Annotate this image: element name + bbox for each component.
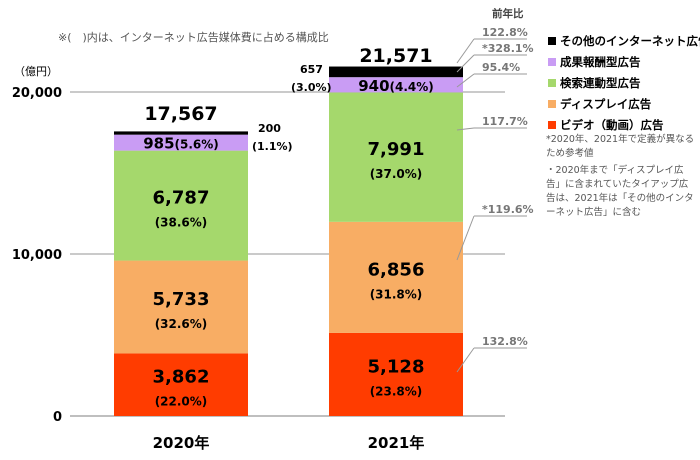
- legend-item-video: ビデオ（動画）広告: [548, 114, 700, 135]
- bar-display-2021: [329, 221, 463, 333]
- bar-value-label-video: 5,128: [368, 356, 425, 377]
- legend-item-search: 検索連動型広告: [548, 72, 700, 93]
- legend-item-performance: 成果報酬型広告: [548, 51, 700, 72]
- header-note: ※( )内は、インターネット広告媒体費に占める構成比: [58, 31, 329, 44]
- y-tick-label: 10,000: [12, 248, 62, 263]
- bar-video-2021: [329, 332, 463, 416]
- yoy-leader-performance: [456, 73, 475, 88]
- legend-label-performance: 成果報酬型広告: [560, 54, 641, 69]
- side-note-tieup: ・2020年まで「ディスプレイ広告」に含まれていたタイアップ広告は、2021年は…: [546, 164, 694, 219]
- legend-label-search: 検索連動型広告: [560, 75, 641, 90]
- bar-share-label-search: (37.0%): [370, 167, 423, 181]
- total-label-2020: 17,567: [144, 103, 217, 125]
- bar-other-2021: [329, 66, 463, 78]
- category-label: 2021年: [368, 434, 425, 452]
- chart-legend: その他のインターネット広告 成果報酬型広告 検索連動型広告 ディスプレイ広告 ビ…: [548, 30, 700, 135]
- bar-performance-2021: [329, 77, 463, 93]
- bar-share-label-display: (32.6%): [155, 317, 208, 331]
- yoy-leader-video: [456, 347, 475, 373]
- bar-share-label-video: (23.8%): [370, 384, 423, 398]
- bar-other-2020: [114, 131, 248, 135]
- bar-performance-2020: [114, 134, 248, 151]
- legend-swatch-display: [548, 99, 556, 108]
- yoy-label-video: 132.8%: [482, 335, 528, 348]
- yoy-label-total: 122.8%: [482, 26, 528, 39]
- bar-display-2020: [114, 260, 248, 354]
- yoy-label-other: *328.1%: [482, 42, 534, 55]
- total-label-2021: 21,571: [359, 45, 432, 67]
- yoy-label-search: 117.7%: [482, 115, 528, 128]
- yoy-label-display: *119.6%: [482, 203, 534, 216]
- bar-value-label-performance: 940(4.4%): [358, 77, 434, 95]
- side-note-definition: *2020年、2021年で定義が異なるため参考値: [546, 134, 695, 160]
- bar-value-label-search: 6,787: [153, 188, 210, 209]
- bar-video-2020: [114, 353, 248, 416]
- bar-value-label-performance: 985(5.6%): [143, 135, 219, 153]
- legend-label-video: ビデオ（動画）広告: [560, 117, 664, 132]
- yoy-leader-display: [456, 215, 475, 261]
- y-unit-label: （億円）: [14, 65, 58, 78]
- other-share-label-2021: (3.0%): [291, 81, 332, 94]
- bar-value-label-video: 3,862: [153, 367, 210, 388]
- legend-item-other: その他のインターネット広告: [548, 30, 700, 51]
- bar-share-label-search: (38.6%): [155, 216, 208, 230]
- bar-value-label-display: 6,856: [368, 259, 425, 280]
- yoy-label-performance: 95.4%: [482, 61, 520, 74]
- yoy-leader-search: [456, 127, 475, 131]
- yoy-header: 前年比: [492, 7, 524, 20]
- bar-share-label-video: (22.0%): [155, 395, 208, 409]
- bar-value-label-search: 7,991: [368, 139, 425, 160]
- legend-swatch-video: [548, 120, 556, 129]
- other-value-label-2021: 657: [300, 63, 323, 76]
- legend-item-display: ディスプレイ広告: [548, 93, 700, 114]
- bar-value-label-display: 5,733: [153, 289, 210, 310]
- yoy-leader-total: [456, 38, 475, 64]
- legend-swatch-performance: [548, 57, 556, 66]
- bar-search-2020: [114, 150, 248, 261]
- side-notes: *2020年、2021年で定義が異なるため参考値 ・2020年まで「ディスプレイ…: [546, 133, 696, 223]
- bar-search-2021: [329, 92, 463, 222]
- y-tick-label: 0: [53, 410, 62, 425]
- bar-share-label-display: (31.8%): [370, 287, 423, 301]
- legend-label-other: その他のインターネット広告: [560, 33, 700, 48]
- legend-label-display: ディスプレイ広告: [560, 96, 652, 111]
- other-value-label-2020: 200: [258, 122, 281, 135]
- legend-swatch-search: [548, 78, 556, 87]
- category-label: 2020年: [153, 434, 210, 452]
- yoy-leader-other: [456, 54, 475, 73]
- other-share-label-2020: (1.1%): [252, 140, 293, 153]
- y-tick-label: 20,000: [12, 86, 62, 101]
- legend-swatch-other: [548, 36, 556, 45]
